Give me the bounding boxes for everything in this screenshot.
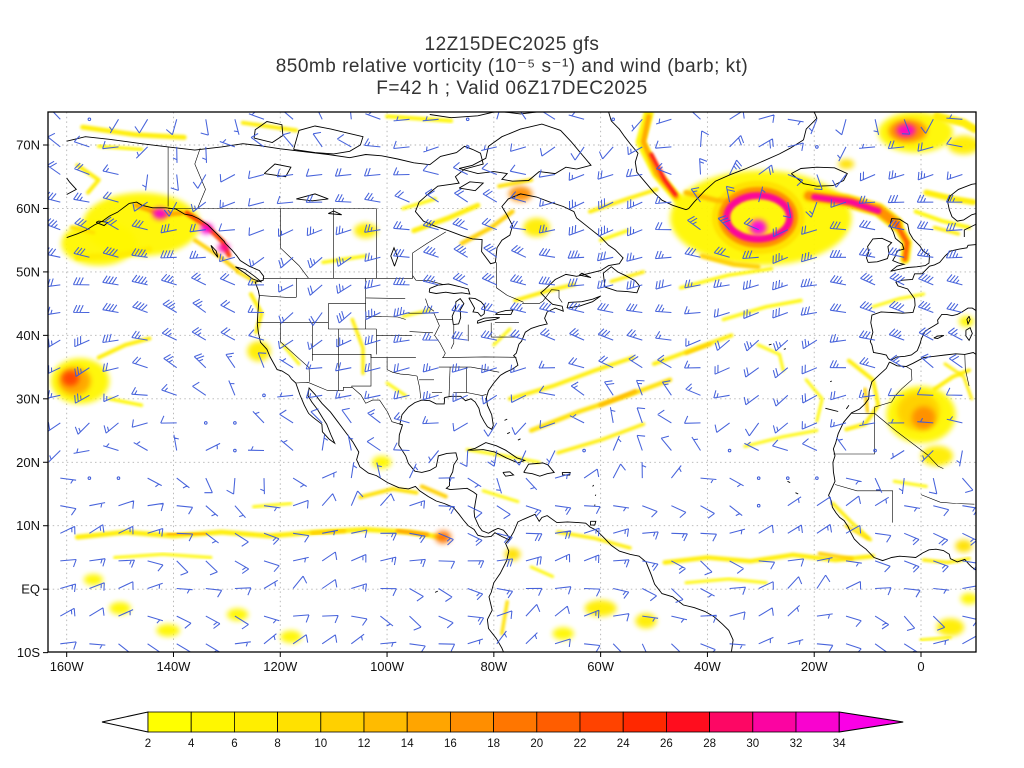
colorbar-right-arrow — [838, 711, 904, 733]
lat-label-40N: 40N — [16, 328, 40, 343]
colorbar-tick-18: 18 — [487, 738, 500, 750]
colorbar-tick-12: 12 — [358, 738, 371, 750]
wind-barbs — [48, 112, 976, 652]
colorbar-segment-16 — [795, 711, 840, 733]
lon-axis-labels: 160W 140W 120W 100W 80W 60W 40W 20W 0 — [50, 659, 925, 674]
lat-label-30N: 30N — [16, 391, 40, 406]
title-valid-line: F=42 h ; Valid 06Z17DEC2025 — [376, 78, 647, 99]
colorbar-tick-20: 20 — [530, 738, 543, 750]
colorbar-tick-6: 6 — [231, 738, 237, 750]
colorbar-segment-1 — [147, 711, 192, 733]
colorbar-tick-10: 10 — [314, 738, 327, 750]
colorbar-tick-32: 32 — [790, 738, 803, 750]
colorbar-tick-16: 16 — [444, 738, 457, 750]
lat-label-20N: 20N — [16, 455, 40, 470]
lon-label-40W: 40W — [694, 659, 721, 674]
colorbar-tick-34: 34 — [833, 738, 846, 750]
lat-label-10S: 10S — [17, 645, 40, 660]
map-frame — [47, 111, 977, 653]
lon-label-20W: 20W — [801, 659, 828, 674]
colorbar-tick-2: 2 — [145, 738, 151, 750]
colorbar-segment-9 — [493, 711, 538, 733]
colorbar-tick-8: 8 — [274, 738, 280, 750]
lon-label-80W: 80W — [480, 659, 507, 674]
colorbar-segment-3 — [233, 711, 278, 733]
colorbar-segment-5 — [320, 711, 365, 733]
colorbar-segment-10 — [536, 711, 581, 733]
colorbar-segment-12 — [622, 711, 667, 733]
colorbar-tick-28: 28 — [703, 738, 716, 750]
colorbar-segment-7 — [406, 711, 451, 733]
lon-label-0: 0 — [917, 659, 924, 674]
lon-label-140W: 140W — [156, 659, 191, 674]
colorbar-tick-24: 24 — [617, 738, 630, 750]
colorbar-tick-22: 22 — [574, 738, 587, 750]
colorbar-segment-4 — [277, 711, 322, 733]
lat-label-EQ: EQ — [21, 582, 40, 597]
colorbar-segment-13 — [666, 711, 711, 733]
title-field-line: 850mb relative vorticity (10⁻⁵ s⁻¹) and … — [276, 56, 749, 77]
colorbar-segment-6 — [363, 711, 408, 733]
lon-label-100W: 100W — [370, 659, 405, 674]
axis-ticks — [43, 144, 922, 657]
colorbar-segment-14 — [709, 711, 754, 733]
lat-axis-labels: 70N 60N 50N 40N 30N 20N 10N EQ 10S — [16, 137, 40, 660]
colorbar-segment-2 — [190, 711, 235, 733]
colorbar-tick-4: 4 — [188, 738, 195, 750]
lon-label-160W: 160W — [50, 659, 85, 674]
lat-label-60N: 60N — [16, 201, 40, 216]
title-model-line: 12Z15DEC2025 gfs — [425, 34, 600, 55]
colorbar-segment-15 — [752, 711, 797, 733]
lat-label-10N: 10N — [16, 518, 40, 533]
colorbar-tick-14: 14 — [401, 738, 414, 750]
lat-label-70N: 70N — [16, 137, 40, 152]
lat-label-50N: 50N — [16, 264, 40, 279]
colorbar-left-arrow — [101, 711, 149, 733]
map-render-root: 70N 60N 50N 40N 30N 20N 10N EQ 10S 160W 140W 120W 10… — [16, 111, 977, 750]
colorbar-segment-8 — [449, 711, 494, 733]
colorbar-tick-26: 26 — [660, 738, 673, 750]
colorbar: 2 4 6 8 10 12 14 16 18 20 22 24 26 28 30 32 34 — [101, 711, 904, 750]
lon-label-120W: 120W — [263, 659, 298, 674]
colorbar-segment-11 — [579, 711, 624, 733]
lon-label-60W: 60W — [587, 659, 614, 674]
colorbar-tick-30: 30 — [746, 738, 759, 750]
